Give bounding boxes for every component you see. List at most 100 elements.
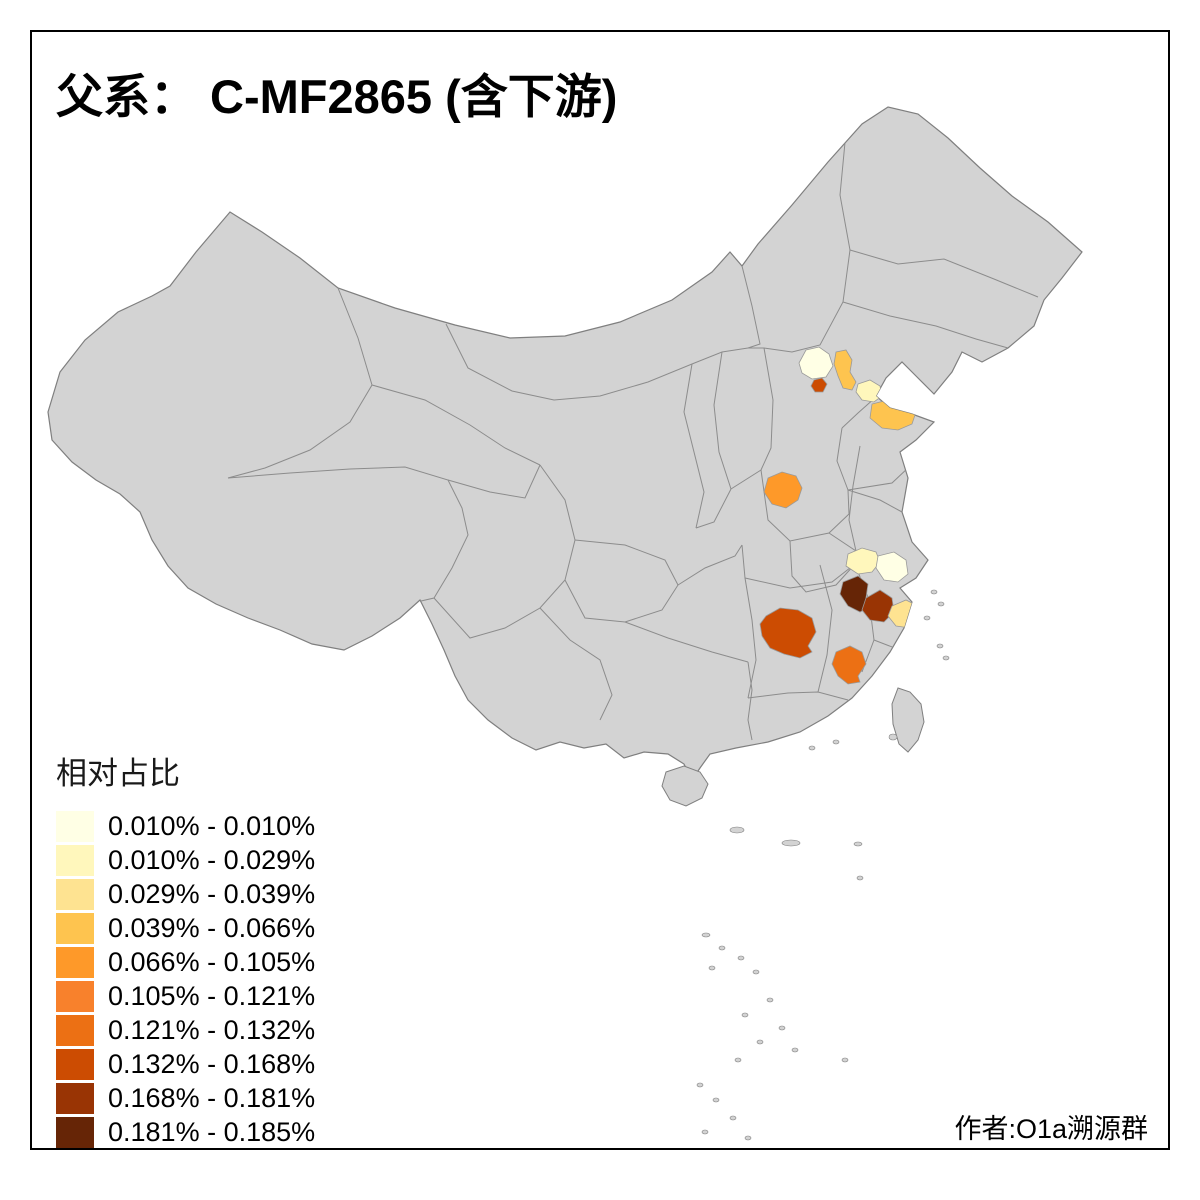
islands [661, 589, 950, 1141]
legend-label: 0.181% - 0.185% [108, 1116, 316, 1147]
map-title: 父系： C-MF2865 (含下游) [56, 70, 618, 123]
legend-label: 0.132% - 0.168% [108, 1048, 316, 1079]
province-border [744, 563, 856, 589]
island-dot [696, 1082, 704, 1088]
legend-item: 0.105% - 0.121% [56, 979, 315, 1013]
island-dot [936, 643, 944, 649]
island-dot [741, 1012, 749, 1018]
province-border [848, 445, 861, 552]
island-dot [729, 1115, 737, 1121]
province-border [433, 464, 576, 639]
province-border [730, 469, 762, 490]
legend-item: 0.181% - 0.185% [56, 1115, 315, 1149]
province-border [847, 466, 910, 491]
province-border [741, 544, 757, 699]
province-border [683, 363, 705, 529]
island-dot [856, 875, 864, 881]
legend-swatch [56, 1014, 94, 1046]
south-sea-islands [696, 589, 950, 1141]
island-dot [718, 945, 726, 951]
legend-label: 0.010% - 0.029% [108, 844, 316, 875]
legend-item: 0.168% - 0.181% [56, 1081, 315, 1115]
island-dot [766, 997, 774, 1003]
attribution: 作者:O1a溯源群 [954, 1114, 1148, 1144]
highlighted-region [763, 471, 803, 509]
legend-label: 0.066% - 0.105% [108, 946, 316, 977]
province-border [747, 661, 753, 741]
province-border [713, 351, 732, 490]
island-dot [712, 1097, 720, 1103]
legend-item: 0.066% - 0.105% [56, 945, 315, 979]
province-border [539, 607, 613, 721]
province-border [836, 427, 849, 491]
legend-swatch [56, 810, 94, 842]
legend-item: 0.039% - 0.066% [56, 911, 315, 945]
province-border [677, 544, 743, 586]
province-border [695, 488, 732, 529]
island-dot [808, 745, 816, 751]
island-dot [778, 1025, 786, 1031]
province-border [564, 539, 679, 623]
island-dot [853, 841, 863, 847]
province-border [847, 489, 903, 513]
highlighted-region [810, 377, 828, 393]
province-border [842, 301, 1009, 349]
island-dot [701, 1129, 709, 1135]
legend: 相对占比 0.010% - 0.010% 0.010% - 0.029% 0.0… [56, 748, 315, 1149]
legend-title: 相对占比 [56, 756, 180, 791]
legend-swatch [56, 912, 94, 944]
highlighted-region [759, 607, 817, 659]
highlighted-region [855, 379, 883, 403]
mainland [47, 106, 1083, 782]
legend-item: 0.132% - 0.168% [56, 1047, 315, 1081]
legend-label: 0.168% - 0.181% [108, 1082, 316, 1113]
island-dot [756, 1039, 764, 1045]
legend-swatch [56, 878, 94, 910]
province-border [760, 347, 774, 471]
legend-label: 0.121% - 0.132% [108, 1014, 316, 1045]
taiwan-island [891, 687, 925, 753]
island-dot [841, 1057, 849, 1063]
legend-label: 0.105% - 0.121% [108, 980, 316, 1011]
island-dot [701, 932, 711, 938]
island-dot [942, 655, 950, 661]
province-border [760, 469, 850, 542]
legend-swatch [56, 1116, 94, 1148]
island-dot [930, 589, 938, 595]
hainan-island [661, 765, 709, 807]
province-border [748, 131, 851, 353]
legend-item: 0.010% - 0.010% [56, 809, 315, 843]
island-dot [729, 826, 745, 834]
plot-frame [30, 30, 1170, 1150]
province-border [817, 564, 833, 693]
island-dot [737, 955, 745, 961]
legend-item: 0.121% - 0.132% [56, 1013, 315, 1047]
province-border [227, 287, 373, 479]
legend-label: 0.010% - 0.010% [108, 810, 316, 841]
province-border [747, 691, 849, 701]
highlighted-region [833, 349, 857, 391]
province-border [624, 621, 749, 663]
highlighted-region [798, 346, 834, 380]
province-border [447, 464, 541, 499]
island-dot [791, 1047, 799, 1053]
province-borders [227, 131, 1039, 741]
province-border [227, 466, 469, 602]
province-border [371, 384, 541, 466]
legend-swatch [56, 946, 94, 978]
province-border [741, 265, 761, 349]
island-dot [708, 965, 716, 971]
legend-swatch [56, 980, 94, 1012]
legend-item: 0.029% - 0.039% [56, 877, 315, 911]
island-dot [937, 601, 945, 607]
legend-swatch [56, 844, 94, 876]
island-dot [923, 615, 931, 621]
island-dot [781, 839, 801, 847]
province-border [849, 249, 1039, 298]
province-border [841, 396, 877, 429]
legend-item: 0.010% - 0.029% [56, 843, 315, 877]
legend-label: 0.039% - 0.066% [108, 912, 316, 943]
province-border [445, 323, 749, 401]
highlighted-region [875, 551, 909, 583]
